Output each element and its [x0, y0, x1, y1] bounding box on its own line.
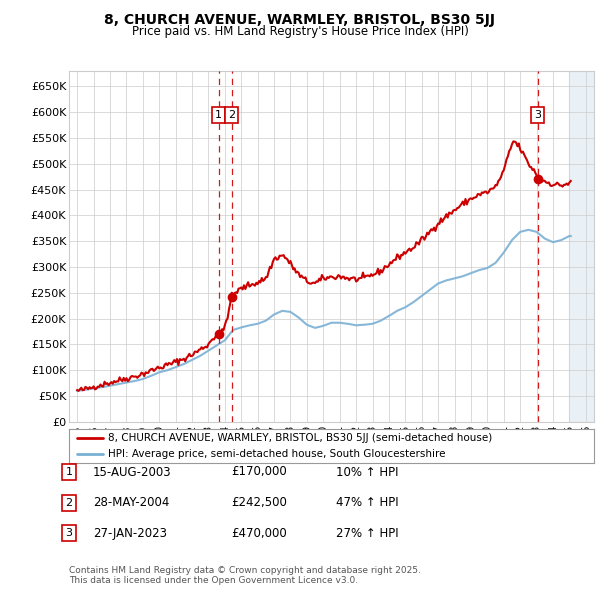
Text: 8, CHURCH AVENUE, WARMLEY, BRISTOL, BS30 5JJ (semi-detached house): 8, CHURCH AVENUE, WARMLEY, BRISTOL, BS30…: [109, 433, 493, 443]
Text: 1: 1: [215, 110, 222, 120]
Text: 10% ↑ HPI: 10% ↑ HPI: [336, 466, 398, 478]
Text: 47% ↑ HPI: 47% ↑ HPI: [336, 496, 398, 509]
Bar: [569, 71, 600, 422]
Text: 15-AUG-2003: 15-AUG-2003: [93, 466, 172, 478]
Text: HPI: Average price, semi-detached house, South Gloucestershire: HPI: Average price, semi-detached house,…: [109, 449, 446, 459]
Text: Contains HM Land Registry data © Crown copyright and database right 2025.
This d: Contains HM Land Registry data © Crown c…: [69, 566, 421, 585]
Text: 28-MAY-2004: 28-MAY-2004: [93, 496, 169, 509]
Text: 3: 3: [65, 529, 73, 538]
Text: 27% ↑ HPI: 27% ↑ HPI: [336, 527, 398, 540]
Text: 1: 1: [65, 467, 73, 477]
Text: £170,000: £170,000: [231, 466, 287, 478]
Text: 3: 3: [534, 110, 541, 120]
Text: Price paid vs. HM Land Registry's House Price Index (HPI): Price paid vs. HM Land Registry's House …: [131, 25, 469, 38]
Text: 2: 2: [65, 498, 73, 507]
Text: £470,000: £470,000: [231, 527, 287, 540]
Text: 2: 2: [228, 110, 235, 120]
Text: 27-JAN-2023: 27-JAN-2023: [93, 527, 167, 540]
Text: £242,500: £242,500: [231, 496, 287, 509]
Text: 8, CHURCH AVENUE, WARMLEY, BRISTOL, BS30 5JJ: 8, CHURCH AVENUE, WARMLEY, BRISTOL, BS30…: [104, 13, 496, 27]
